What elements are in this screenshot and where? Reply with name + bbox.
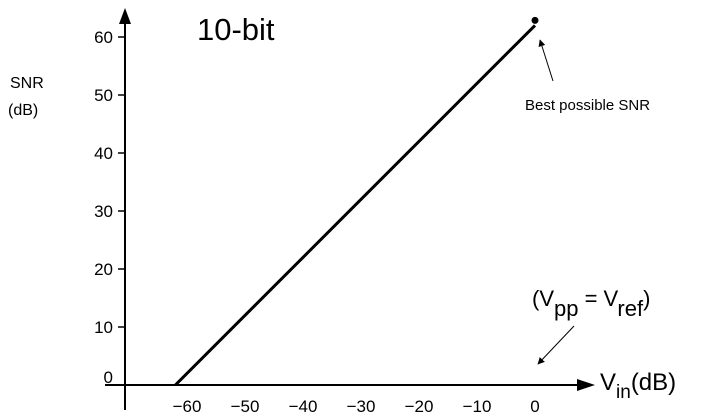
y-tick-label: 30 [94, 202, 113, 221]
y-tick-label: 50 [94, 86, 113, 105]
series-line [174, 24, 537, 387]
x-axis-label-main: V [600, 369, 616, 396]
x-tick-label: −10 [463, 397, 492, 416]
x-ticks: −60 −50 −40 −30 −20 −10 0 [173, 397, 540, 416]
y-axis-label-line1: SNR [10, 75, 44, 92]
x-tick-label: −20 [405, 397, 434, 416]
chart-title: 10-bit [197, 12, 275, 47]
x-axis-label: Vin(dB) [600, 369, 676, 403]
y-tick-label: 10 [94, 318, 113, 337]
annotation-vpp-sub2: ref [617, 296, 644, 321]
annotation-vpp-close: ) [643, 286, 650, 311]
y-ticks: 0 10 20 30 40 50 60 [94, 28, 125, 387]
x-tick-label: −50 [231, 397, 260, 416]
annotation-vpp-open: (V [532, 286, 554, 311]
y-tick-label: 40 [94, 144, 113, 163]
x-tick-label: −40 [289, 397, 318, 416]
annotation-vpp-eq: = V [578, 286, 618, 311]
x-tick-label: −60 [173, 397, 202, 416]
y-tick-label: 0 [104, 368, 113, 387]
annotation-vpp-arrow [537, 325, 575, 365]
y-tick-label: 20 [94, 260, 113, 279]
y-tick-label: 60 [94, 28, 113, 47]
x-axis-label-sub: in [616, 382, 631, 403]
x-axis-arrowhead [577, 379, 595, 391]
best-snr-point [531, 16, 539, 24]
annotation-best-arrow [538, 39, 554, 82]
x-tick-label: 0 [530, 397, 539, 416]
y-axis-label-line2: (dB) [8, 102, 38, 119]
annotation-vpp-sub1: pp [554, 296, 578, 321]
annotation-best-snr: Best possible SNR [525, 97, 650, 114]
x-tick-label: −30 [347, 397, 376, 416]
x-axis-label-unit: (dB) [631, 369, 676, 396]
annotation-vpp: (Vpp = Vref) [532, 286, 650, 321]
y-axis-arrowhead [119, 8, 131, 24]
series-group [174, 16, 539, 387]
